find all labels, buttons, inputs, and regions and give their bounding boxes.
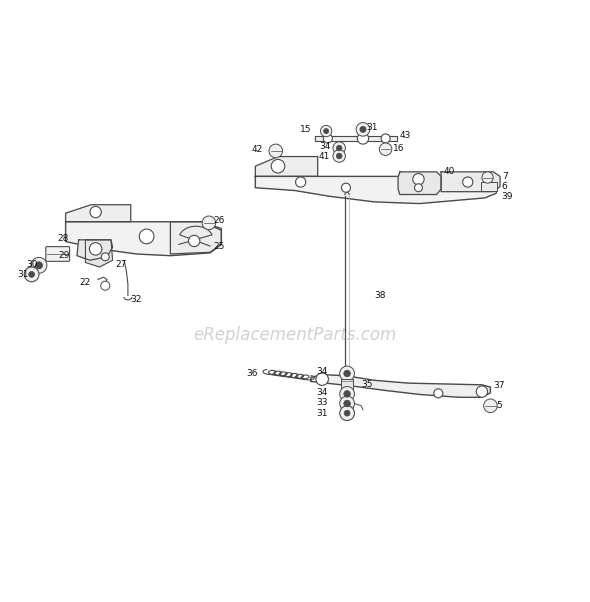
Circle shape bbox=[320, 125, 332, 137]
Text: 31: 31 bbox=[366, 123, 377, 132]
Circle shape bbox=[269, 144, 283, 158]
Circle shape bbox=[476, 386, 487, 397]
Circle shape bbox=[342, 183, 350, 192]
Text: 6: 6 bbox=[502, 182, 507, 191]
Text: 39: 39 bbox=[502, 192, 513, 201]
Text: 34: 34 bbox=[316, 367, 328, 376]
Circle shape bbox=[336, 145, 342, 151]
FancyBboxPatch shape bbox=[46, 247, 70, 261]
Circle shape bbox=[90, 206, 101, 218]
Circle shape bbox=[413, 173, 424, 185]
Circle shape bbox=[296, 177, 306, 187]
Text: 33: 33 bbox=[316, 399, 328, 408]
Circle shape bbox=[463, 177, 473, 187]
Circle shape bbox=[381, 134, 390, 143]
Text: 27: 27 bbox=[116, 260, 127, 269]
Text: 38: 38 bbox=[374, 291, 386, 300]
Circle shape bbox=[90, 243, 102, 255]
Polygon shape bbox=[255, 157, 317, 176]
Text: 35: 35 bbox=[361, 380, 373, 389]
Text: 36: 36 bbox=[247, 369, 258, 378]
Circle shape bbox=[484, 399, 497, 412]
Polygon shape bbox=[441, 172, 500, 191]
Polygon shape bbox=[255, 176, 499, 203]
Circle shape bbox=[344, 410, 350, 416]
Polygon shape bbox=[311, 374, 490, 397]
Text: 34: 34 bbox=[319, 143, 330, 152]
Circle shape bbox=[340, 406, 355, 421]
Bar bbox=[341, 379, 353, 389]
Circle shape bbox=[356, 123, 370, 136]
Circle shape bbox=[189, 235, 200, 247]
Circle shape bbox=[340, 386, 355, 402]
Text: 28: 28 bbox=[57, 234, 68, 243]
Polygon shape bbox=[65, 205, 131, 222]
Text: 31: 31 bbox=[18, 270, 29, 279]
Circle shape bbox=[482, 172, 493, 183]
Text: 43: 43 bbox=[400, 131, 411, 140]
Polygon shape bbox=[171, 222, 221, 254]
Circle shape bbox=[340, 366, 355, 381]
Circle shape bbox=[333, 142, 345, 154]
Circle shape bbox=[139, 229, 154, 244]
Bar bbox=[481, 182, 497, 191]
Text: 32: 32 bbox=[131, 296, 142, 305]
Circle shape bbox=[333, 150, 345, 162]
Circle shape bbox=[101, 253, 109, 261]
Text: 15: 15 bbox=[300, 125, 311, 134]
Text: 5: 5 bbox=[496, 402, 502, 411]
Circle shape bbox=[31, 258, 47, 273]
Circle shape bbox=[379, 143, 392, 155]
Circle shape bbox=[316, 373, 329, 385]
Circle shape bbox=[35, 262, 42, 269]
Text: 25: 25 bbox=[213, 242, 224, 251]
Text: 30: 30 bbox=[26, 260, 37, 269]
Text: 41: 41 bbox=[319, 152, 330, 161]
Text: 7: 7 bbox=[502, 172, 507, 181]
Circle shape bbox=[24, 267, 39, 282]
Circle shape bbox=[344, 370, 350, 377]
Polygon shape bbox=[65, 222, 221, 256]
Polygon shape bbox=[398, 172, 441, 194]
Text: 40: 40 bbox=[444, 167, 455, 176]
Circle shape bbox=[202, 216, 216, 229]
Circle shape bbox=[323, 134, 332, 143]
Circle shape bbox=[360, 126, 366, 132]
Text: 34: 34 bbox=[316, 388, 328, 397]
Text: 37: 37 bbox=[493, 382, 504, 391]
Circle shape bbox=[344, 400, 350, 407]
Polygon shape bbox=[77, 240, 113, 260]
Circle shape bbox=[271, 160, 285, 173]
Text: 16: 16 bbox=[393, 143, 405, 152]
Text: eReplacementParts.com: eReplacementParts.com bbox=[194, 326, 396, 344]
Text: 29: 29 bbox=[59, 251, 70, 260]
Text: 31: 31 bbox=[316, 409, 328, 418]
Polygon shape bbox=[86, 240, 113, 267]
Polygon shape bbox=[315, 135, 397, 141]
Circle shape bbox=[415, 184, 422, 191]
Circle shape bbox=[340, 396, 355, 411]
Circle shape bbox=[101, 281, 110, 290]
Text: 22: 22 bbox=[80, 278, 91, 287]
Circle shape bbox=[358, 133, 369, 144]
Text: 42: 42 bbox=[252, 144, 263, 154]
Circle shape bbox=[323, 129, 329, 134]
Circle shape bbox=[29, 272, 35, 278]
Text: 26: 26 bbox=[213, 216, 224, 225]
Circle shape bbox=[344, 391, 350, 397]
Circle shape bbox=[434, 389, 443, 398]
Circle shape bbox=[336, 153, 342, 159]
